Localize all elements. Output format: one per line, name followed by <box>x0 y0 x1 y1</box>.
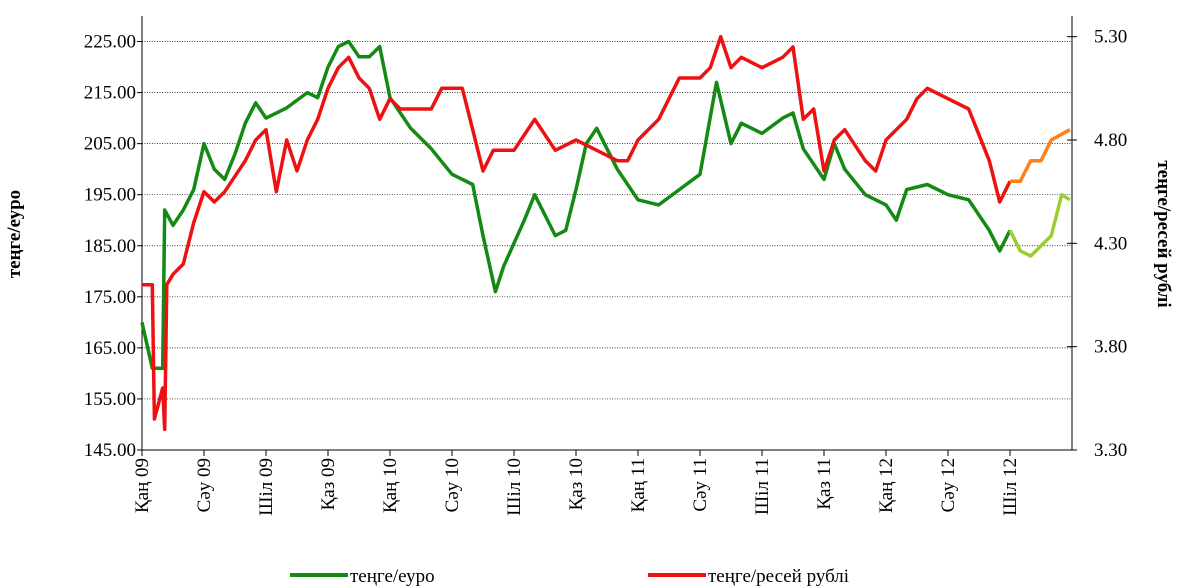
x-tick-label: Шіл 10 <box>504 458 525 516</box>
y-tick-label: 175.00 <box>84 287 136 308</box>
y-tick-label: 165.00 <box>84 338 136 359</box>
x-tick-label: Қаз 09 <box>318 458 339 510</box>
y-tick-label: 185.00 <box>84 236 136 257</box>
y-tick-label: 155.00 <box>84 389 136 410</box>
x-tick-label: Қаң 11 <box>628 458 649 512</box>
y2-tick-label: 3.30 <box>1094 440 1127 461</box>
y-tick-label: 145.00 <box>84 440 136 461</box>
y2-tick-label: 4.80 <box>1094 130 1127 151</box>
series-line <box>1008 192 1071 258</box>
x-tick-label: Қаз 11 <box>814 458 835 510</box>
y2-tick-label: 3.80 <box>1094 337 1127 358</box>
x-tick-label: Сәу 09 <box>194 458 215 512</box>
x-tick-label: Қаң 10 <box>380 458 401 513</box>
x-tick-label: Сәу 10 <box>442 458 463 512</box>
legend-label: теңге/еуро <box>350 566 435 587</box>
y2-tick-label: 5.30 <box>1094 27 1127 48</box>
x-tick-label: Сәу 12 <box>938 458 959 512</box>
series-line <box>1010 128 1071 184</box>
series-line <box>140 39 1012 371</box>
x-tick-label: Сәу 11 <box>690 458 711 512</box>
y-tick-label: 205.00 <box>84 134 136 155</box>
x-tick-label: Қаз 10 <box>566 458 587 510</box>
y-tick-label: 215.00 <box>84 83 136 104</box>
y-axis-label: теңге/еуро <box>4 190 25 278</box>
series-line <box>142 34 1012 432</box>
x-tick-label: Шіл 09 <box>256 458 277 516</box>
x-tick-label: Шіл 12 <box>1000 458 1021 516</box>
x-tick-label: Қаң 09 <box>132 458 153 513</box>
y2-axis-label: теңге/ресей рублі <box>1153 160 1174 307</box>
y-tick-label: 225.00 <box>84 32 136 53</box>
legend-label: теңге/ресей рублі <box>708 566 849 587</box>
x-tick-label: Қаң 12 <box>876 458 897 513</box>
x-tick-label: Шіл 11 <box>752 458 773 515</box>
y-tick-label: 195.00 <box>84 185 136 206</box>
y2-tick-label: 4.30 <box>1094 233 1127 254</box>
